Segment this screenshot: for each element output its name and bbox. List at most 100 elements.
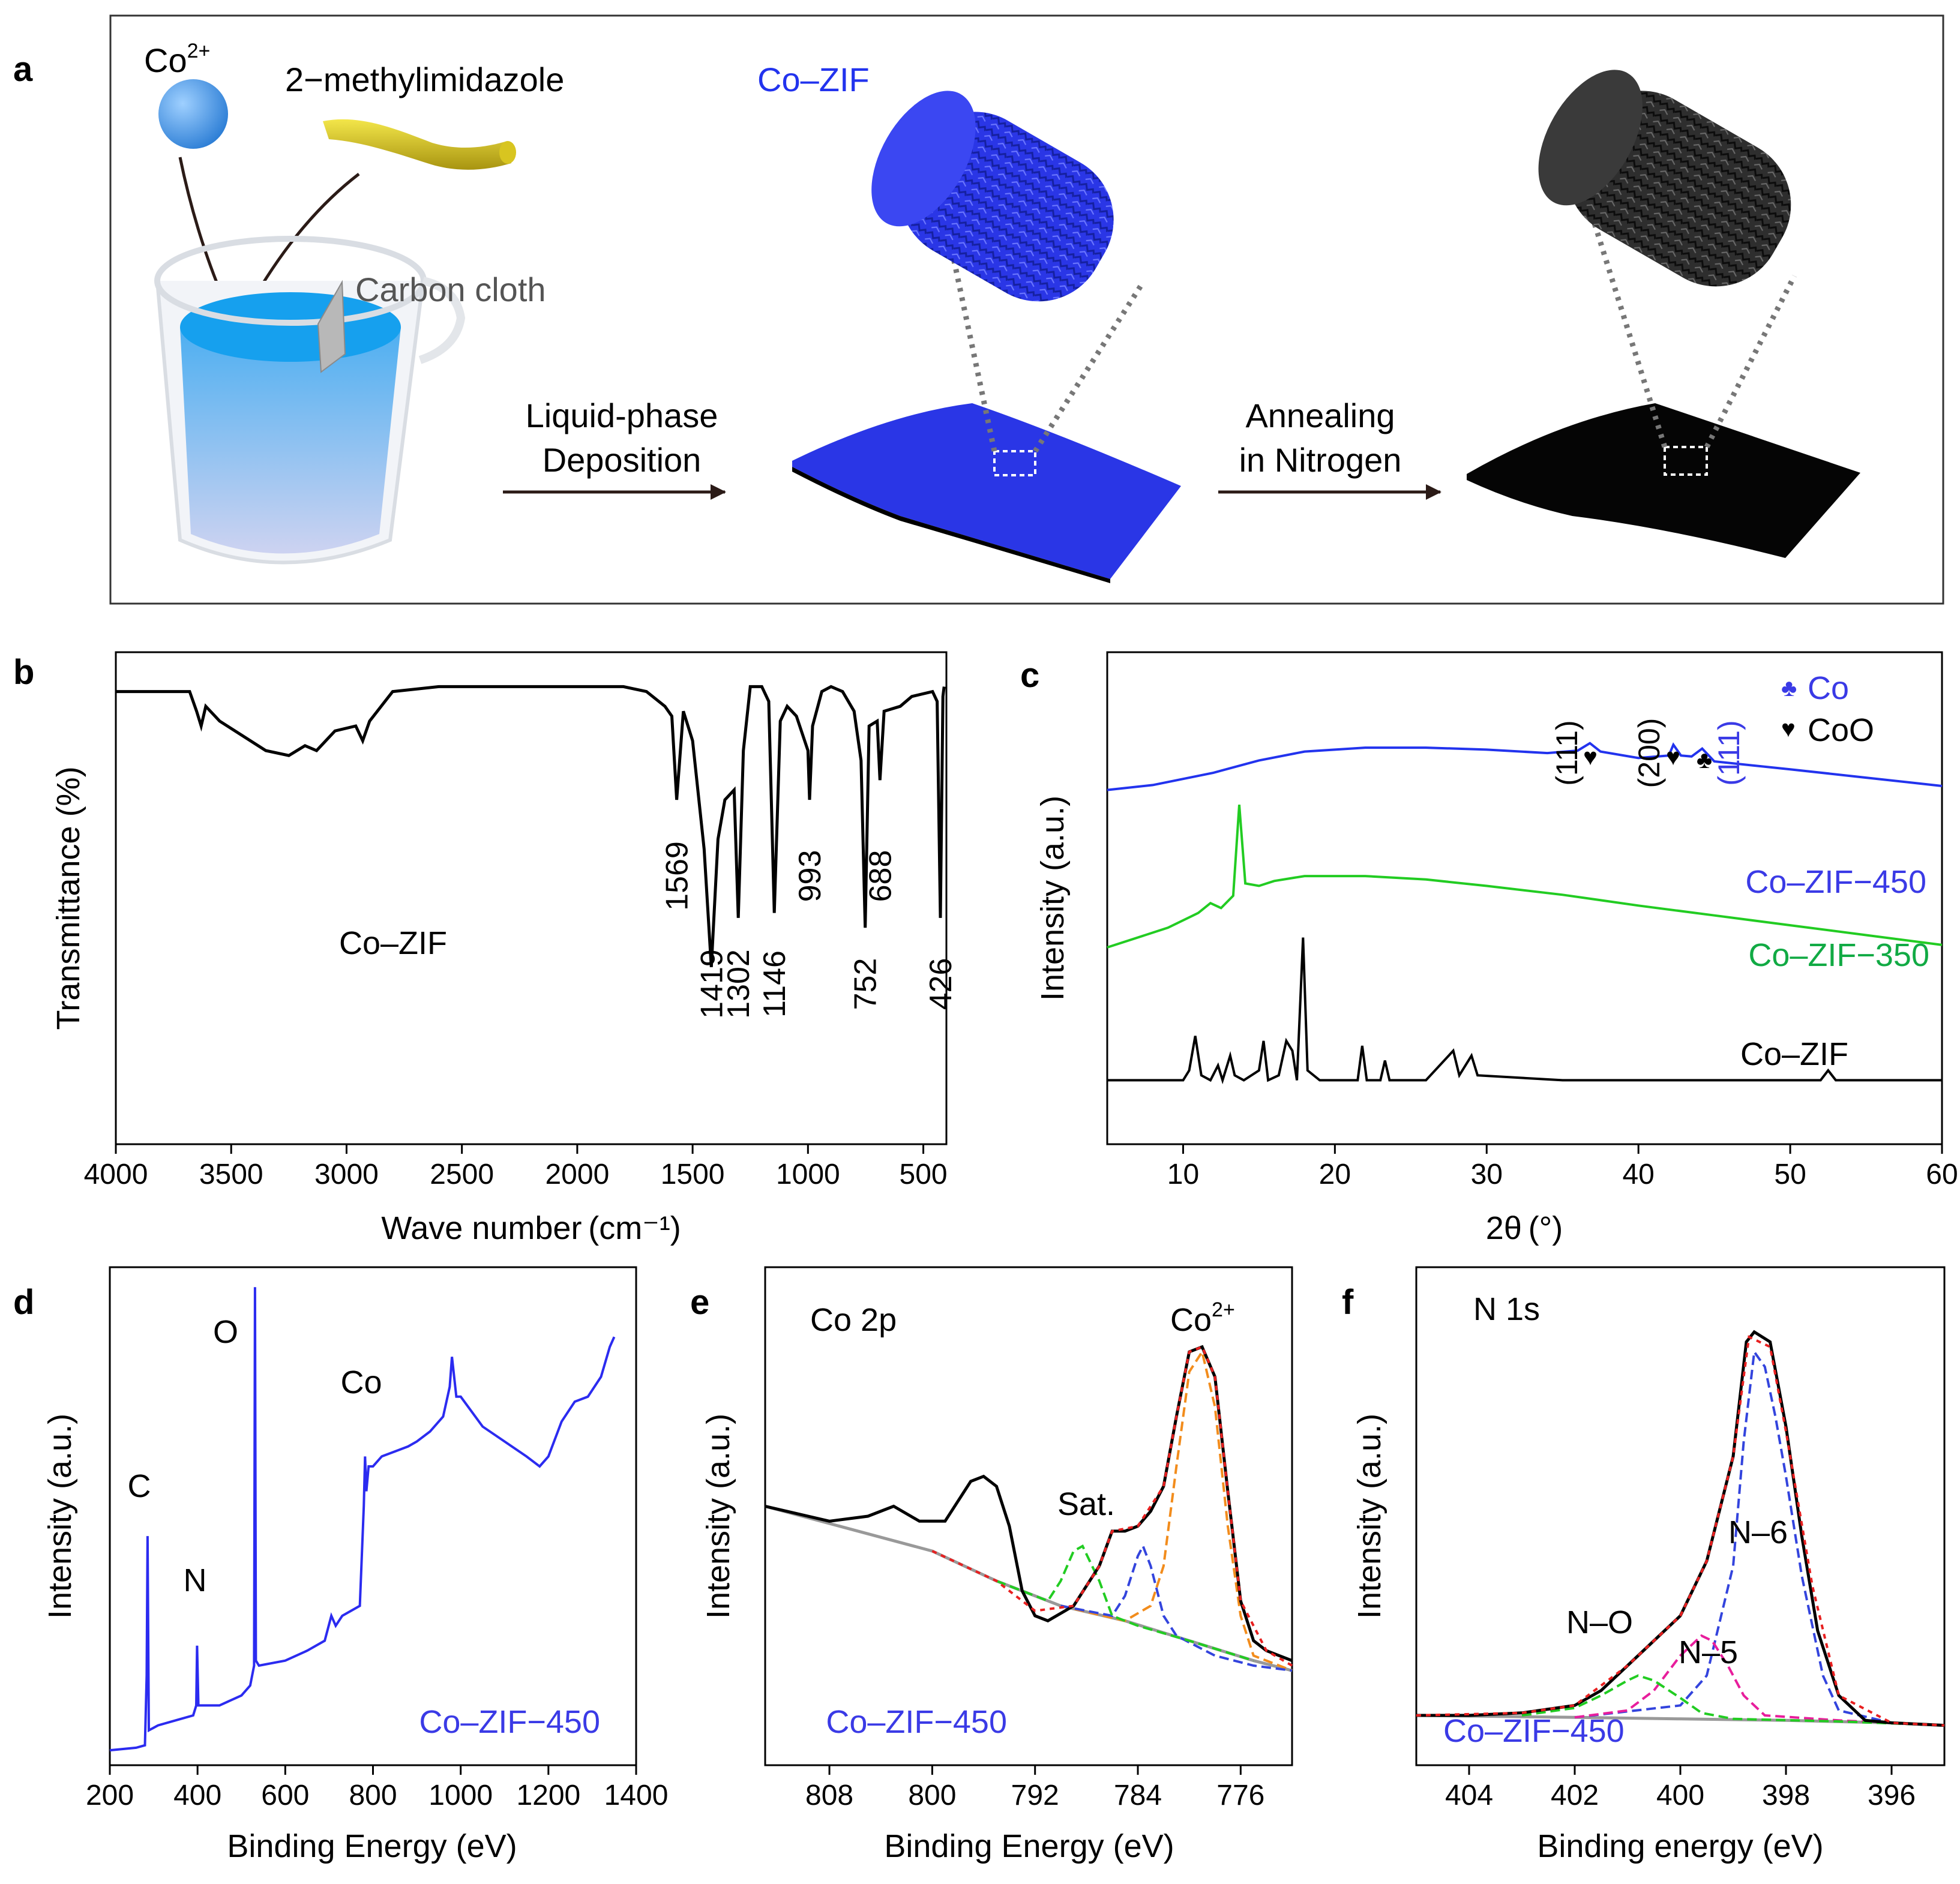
- x-tick-label: 396: [1868, 1780, 1916, 1811]
- annealed-fiber-icon: [1538, 70, 1791, 287]
- co2p-background: [765, 1504, 1293, 1672]
- step1-label-line2: Deposition: [543, 441, 702, 479]
- co2p-fit-main: [1060, 1349, 1293, 1672]
- x-tick-label: 60: [1926, 1159, 1958, 1190]
- legend-marker-co: ♣: [1781, 675, 1797, 701]
- annealed-zoom-box: [1664, 446, 1708, 476]
- panel-label-c: c: [1020, 656, 1039, 695]
- panel-label-e: e: [690, 1283, 709, 1322]
- n1s-fit-n5: [1574, 1634, 1945, 1727]
- n1s-fit-no: [1521, 1674, 1945, 1727]
- co-zif-cloth-icon: [792, 403, 1181, 579]
- x-tick-label: 2500: [430, 1159, 494, 1190]
- annealed-cloth-icon: [1467, 403, 1860, 558]
- panel-f-n1s: 404 402 400 398 396 Binding energy (eV) Inte…: [1351, 1266, 1946, 1864]
- x-tick-label: 400: [173, 1780, 221, 1811]
- panel-e-ylabel: Intensity (a.u.): [700, 1414, 736, 1619]
- panel-d-frame: [109, 1266, 637, 1766]
- x-tick-label: 4000: [84, 1159, 148, 1190]
- x-tick-label: 20: [1319, 1159, 1351, 1190]
- x-tick-label: 3000: [314, 1159, 379, 1190]
- panel-f-sample-label: Co–ZIF−450: [1443, 1713, 1625, 1749]
- panel-label-d: d: [13, 1283, 34, 1322]
- peak-annotation: 688: [863, 850, 898, 902]
- peak-label-co-111: (111): [1712, 720, 1746, 785]
- panel-f-xlabel: Binding energy (eV): [1537, 1828, 1823, 1864]
- legend-label-coo: CoO: [1808, 712, 1874, 748]
- xrd-curve-350: [1107, 805, 1943, 949]
- panel-d-ylabel: Intensity (a.u.): [42, 1414, 78, 1619]
- co-zif-fiber-icon: [871, 91, 1114, 302]
- panel-d-xps-survey: 200 400 600 800 1000 1200 1400 Binding Energy …: [42, 1266, 668, 1864]
- x-tick-label: 2000: [545, 1159, 609, 1190]
- x-tick-label: 1200: [516, 1780, 580, 1811]
- panel-e-frame: [764, 1266, 1293, 1766]
- x-tick-label: 30: [1471, 1159, 1503, 1190]
- panel-c-legend: ♣ Co ♥ CoO: [1781, 670, 1874, 748]
- series-label-350: Co–ZIF−350: [1748, 937, 1929, 973]
- panel-label-a: a: [13, 50, 33, 89]
- panel-e-sample-label: Co–ZIF−450: [826, 1704, 1007, 1740]
- panel-b-frame: [115, 651, 948, 1145]
- peak-marker-co-111: ♣: [1697, 747, 1712, 773]
- co-ion-sphere-icon: [158, 79, 228, 149]
- co2p-raw: [765, 1345, 1293, 1663]
- step2-label-line1: Annealing: [1245, 397, 1395, 434]
- xrd-curve-co-zif: [1107, 937, 1942, 1085]
- panel-e-title: Co 2p: [810, 1302, 897, 1338]
- ligand-molecule-icon: [323, 119, 511, 170]
- x-tick-label: 776: [1216, 1780, 1264, 1811]
- series-label-450: Co–ZIF−450: [1745, 864, 1926, 900]
- x-tick-label: 40: [1622, 1159, 1654, 1190]
- x-tick-label: 784: [1114, 1780, 1162, 1811]
- panel-b-xlabel: Wave number (cm⁻¹): [381, 1210, 681, 1246]
- x-tick-label: 1000: [776, 1159, 840, 1190]
- peak-annotation: 752: [849, 958, 883, 1010]
- x-tick-label: 3500: [199, 1159, 263, 1190]
- co2p-fit-shoulder: [1060, 1543, 1293, 1672]
- step1-label-line1: Liquid-phase: [526, 397, 718, 434]
- panel-a-schematic: a Co2+ 2−methylimidazole Carbon cloth Li…: [13, 14, 1944, 605]
- x-tick-label: 500: [900, 1159, 948, 1190]
- peak-annotation: 993: [793, 850, 828, 902]
- series-label-co-zif: Co–ZIF: [1740, 1036, 1848, 1072]
- xrd-curve-450: [1107, 742, 1943, 791]
- x-tick-label: 398: [1762, 1780, 1810, 1811]
- panel-c-frame: [1106, 651, 1943, 1145]
- peak-label-coo-111: (111): [1550, 720, 1584, 785]
- legend-marker-coo: ♥: [1781, 716, 1796, 742]
- peak-label-co2plus: Co2+: [1170, 1298, 1235, 1338]
- peak-annotation: 426: [924, 958, 958, 1010]
- peak-label-sat: Sat.: [1057, 1486, 1115, 1522]
- panel-d-sample-label: Co–ZIF−450: [419, 1704, 600, 1740]
- panel-e-co2p: 808 800 792 784 776 Binding Energy (eV) Inte…: [700, 1266, 1293, 1864]
- peak-marker-coo-111: ♥: [1583, 744, 1598, 770]
- panel-b-ylabel: Transmittance (%): [50, 766, 86, 1030]
- panel-b-ftir: 4000 3500 3000 2500 2000 1500 1000 500 Wave num…: [50, 651, 958, 1246]
- x-tick-label: 404: [1445, 1780, 1493, 1811]
- legend-label-co: Co: [1808, 670, 1849, 706]
- co-ion-label: Co2+: [144, 40, 210, 79]
- co-zif-label: Co–ZIF: [757, 61, 870, 98]
- peak-annotation: 1146: [757, 950, 792, 1018]
- peak-label-n: N: [184, 1562, 207, 1598]
- n1s-fit-n6: [1574, 1348, 1945, 1727]
- panel-f-frame: [1415, 1266, 1946, 1766]
- x-tick-label: 400: [1656, 1780, 1704, 1811]
- peak-label-c: C: [128, 1468, 151, 1504]
- carbon-cloth-label: Carbon cloth: [355, 271, 546, 308]
- x-tick-label: 200: [86, 1780, 134, 1811]
- x-tick-label: 50: [1774, 1159, 1806, 1190]
- peak-label-no: N–O: [1566, 1604, 1633, 1640]
- x-tick-label: 600: [261, 1780, 309, 1811]
- peak-marker-coo-200: ♥: [1666, 744, 1680, 770]
- co2p-fit-satellite: [996, 1544, 1254, 1662]
- ligand-end-icon: [499, 141, 516, 164]
- panel-label-f: f: [1342, 1283, 1354, 1322]
- x-tick-label: 1000: [428, 1780, 493, 1811]
- ligand-label: 2−methylimidazole: [285, 61, 564, 98]
- x-tick-label: 792: [1011, 1780, 1059, 1811]
- panel-f-title: N 1s: [1473, 1291, 1540, 1327]
- carbon-cloth-piece-icon: [317, 280, 346, 373]
- peak-annotation: 1302: [721, 949, 756, 1019]
